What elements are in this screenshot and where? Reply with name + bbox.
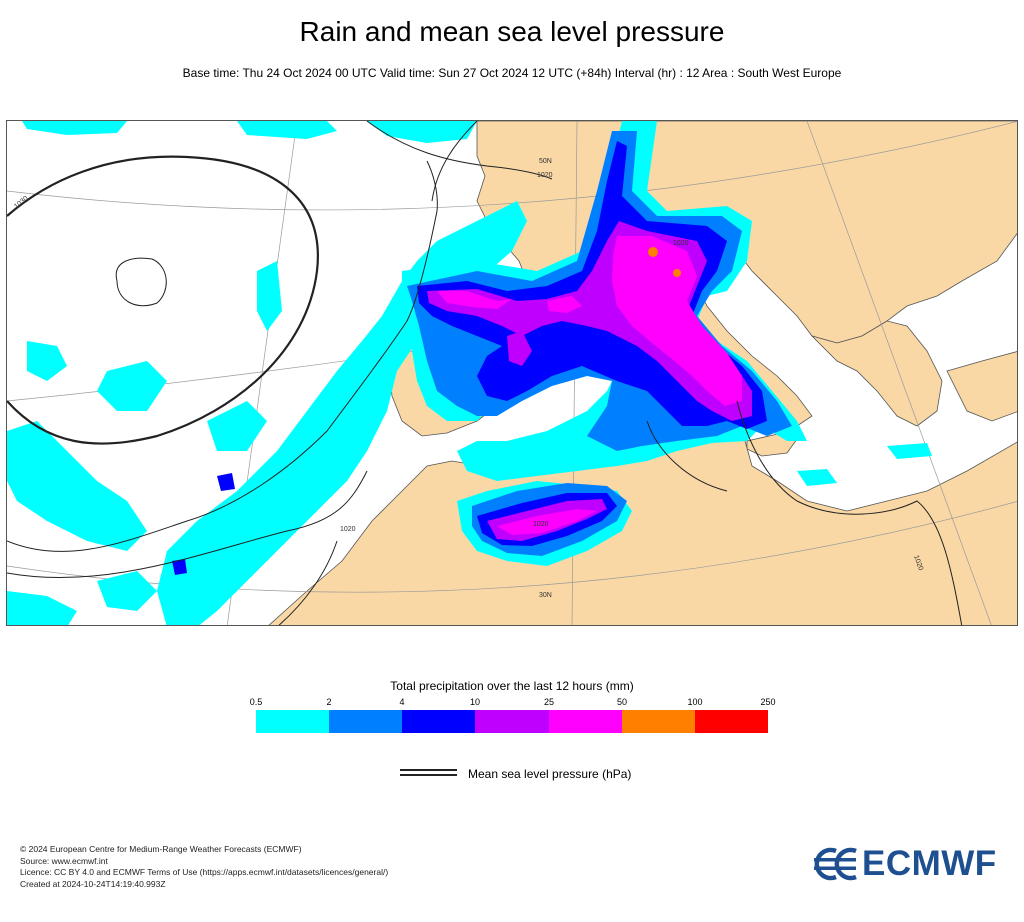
forecast-map: 50N 30N (6, 120, 1018, 626)
isobar-label-3: 1020 (340, 526, 356, 533)
isobar-label-5: 1020 (533, 521, 549, 528)
ecmwf-logo-icon (814, 847, 857, 881)
colorbar-segment (256, 710, 330, 733)
colorbar-segment (548, 710, 622, 733)
colorbar-segment (329, 710, 403, 733)
colorbar-ticks: 0.5 2 4 10 25 50 100 250 (250, 697, 776, 709)
precip-magenta (437, 236, 742, 535)
ecmwf-logo-text: ECMWF (862, 844, 997, 883)
colorbar (256, 710, 768, 733)
colorbar-segment (475, 710, 549, 733)
colorbar-segment (621, 710, 695, 733)
colorbar-tick: 50 (616, 697, 628, 707)
colorbar-tick: 0.5 (249, 697, 263, 707)
ecmwf-logo: ECMWF (812, 844, 997, 883)
colorbar-segment (694, 710, 768, 733)
footer-licence: Licence: CC BY 4.0 and ECMWF Terms of Us… (20, 867, 389, 877)
graticule-label-50n: 50N (539, 158, 552, 165)
colorbar-tick: 4 (399, 697, 405, 707)
pressure-legend-label: Mean sea level pressure (hPa) (468, 767, 632, 781)
graticule-label-30n: 30N (539, 592, 552, 599)
colorbar-tick: 100 (687, 697, 703, 707)
precip-orange (648, 247, 681, 277)
isobar-label-4: 1020 (673, 240, 689, 247)
isobar-label-1: 1020 (537, 172, 553, 179)
colorbar-segment (402, 710, 476, 733)
isobars (7, 121, 963, 625)
chart-subtitle: Base time: Thu 24 Oct 2024 00 UTC Valid … (182, 66, 842, 80)
colorbar-tick: 250 (760, 697, 776, 707)
isobar-label-6: 1020 (912, 554, 924, 571)
pressure-legend-line (400, 769, 457, 776)
colorbar-tick: 25 (543, 697, 555, 707)
footer-created: Created at 2024-10-24T14:19:40.993Z (20, 878, 166, 889)
chart-title: Rain and mean sea level pressure (299, 16, 725, 47)
colorbar-title: Total precipitation over the last 12 hou… (390, 679, 634, 693)
footer-copyright: © 2024 European Centre for Medium-Range … (20, 844, 302, 854)
footer-source: Source: www.ecmwf.int (20, 855, 108, 866)
footer-credits: © 2024 European Centre for Medium-Range … (20, 844, 388, 890)
colorbar-tick: 2 (326, 697, 332, 707)
colorbar-tick: 10 (469, 697, 481, 707)
